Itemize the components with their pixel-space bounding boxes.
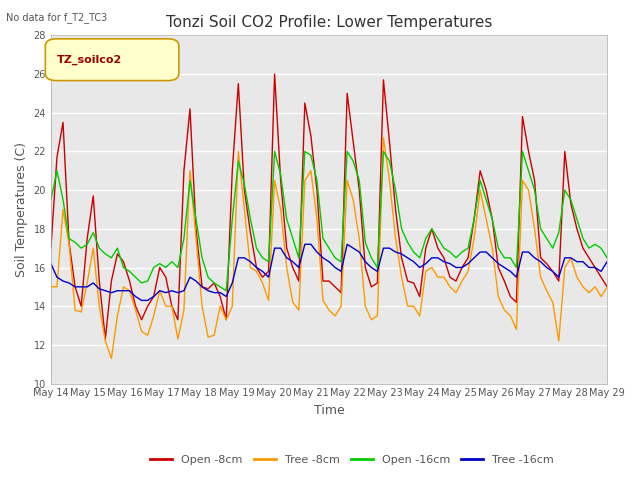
Open -8cm <box>102 336 109 342</box>
Title: Tonzi Soil CO2 Profile: Lower Temperatures: Tonzi Soil CO2 Profile: Lower Temperatur… <box>166 15 492 30</box>
Tree -8cm <box>380 135 387 141</box>
Text: TZ_soilco2: TZ_soilco2 <box>56 55 122 65</box>
Open -16cm <box>500 255 508 261</box>
Open -16cm <box>446 249 454 255</box>
Tree -16cm <box>168 288 175 294</box>
Tree -16cm <box>604 259 611 264</box>
Tree -16cm <box>500 264 508 270</box>
Line: Open -16cm: Open -16cm <box>51 151 607 291</box>
Y-axis label: Soil Temperatures (C): Soil Temperatures (C) <box>15 142 28 277</box>
Open -8cm <box>337 290 345 296</box>
Open -8cm <box>168 303 175 309</box>
Tree -16cm <box>446 261 454 266</box>
Open -16cm <box>223 288 230 294</box>
Open -8cm <box>47 245 55 251</box>
Tree -8cm <box>144 332 152 338</box>
Open -16cm <box>138 280 145 286</box>
Open -8cm <box>446 274 454 280</box>
Tree -16cm <box>301 241 308 247</box>
Tree -16cm <box>120 288 127 294</box>
Tree -8cm <box>108 356 115 361</box>
Open -16cm <box>337 259 345 264</box>
Line: Open -8cm: Open -8cm <box>51 74 607 339</box>
FancyBboxPatch shape <box>45 39 179 81</box>
Tree -8cm <box>125 288 133 294</box>
Tree -16cm <box>47 261 55 266</box>
Tree -16cm <box>337 268 345 274</box>
X-axis label: Time: Time <box>314 404 344 417</box>
Open -8cm <box>125 278 133 284</box>
Open -8cm <box>144 303 152 309</box>
Tree -8cm <box>332 313 339 319</box>
Tree -8cm <box>500 307 508 313</box>
Open -8cm <box>500 278 508 284</box>
Tree -16cm <box>144 298 152 303</box>
Text: No data for f_T2_TC3: No data for f_T2_TC3 <box>6 12 108 23</box>
Open -16cm <box>271 148 278 154</box>
Legend: Open -8cm, Tree -8cm, Open -16cm, Tree -16cm: Open -8cm, Tree -8cm, Open -16cm, Tree -… <box>145 451 559 469</box>
Tree -8cm <box>47 284 55 290</box>
Open -16cm <box>604 255 611 261</box>
Line: Tree -16cm: Tree -16cm <box>51 244 607 300</box>
Open -16cm <box>120 264 127 270</box>
Line: Tree -8cm: Tree -8cm <box>51 138 607 359</box>
Tree -8cm <box>446 284 454 290</box>
Open -8cm <box>604 284 611 290</box>
Open -8cm <box>271 71 278 77</box>
Tree -8cm <box>604 284 611 290</box>
Tree -16cm <box>138 298 145 303</box>
Open -16cm <box>47 197 55 203</box>
Tree -8cm <box>168 303 175 309</box>
Open -16cm <box>162 264 170 270</box>
